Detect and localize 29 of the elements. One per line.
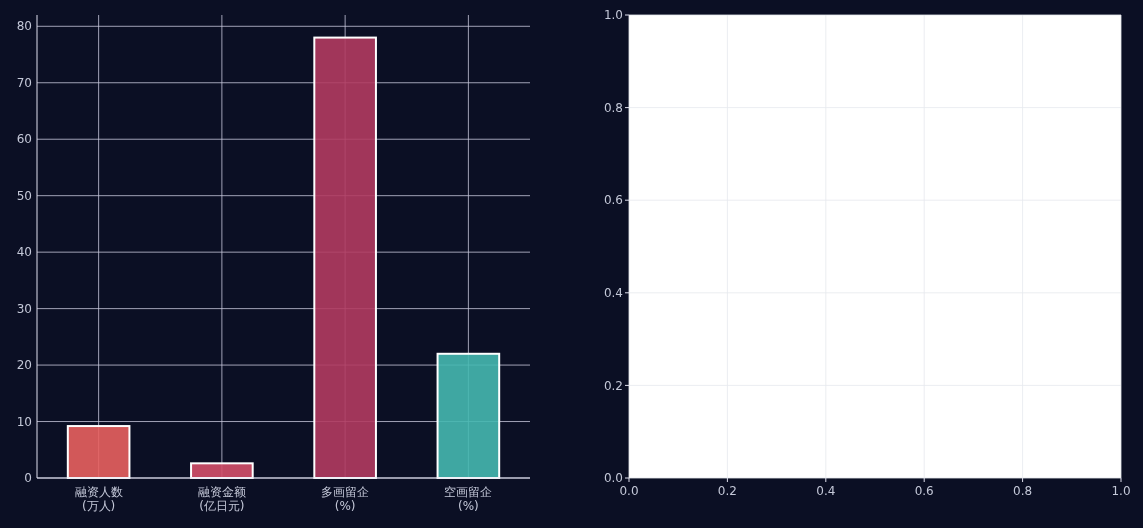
y-tick-label: 10	[16, 414, 32, 429]
x-tick-label: 多画留企 (%)	[321, 485, 370, 513]
x-tick-label: 0.0	[619, 484, 639, 498]
y-tick-label: 1.0	[603, 8, 623, 23]
y-tick-label: 20	[16, 358, 32, 373]
x-tick-label: 0.4	[816, 484, 836, 498]
x-tick-label: 0.8	[1013, 484, 1033, 498]
y-tick-label: 0.8	[603, 100, 623, 115]
y-tick-label: 0.6	[603, 193, 623, 208]
y-tick-label: 80	[16, 19, 32, 34]
y-tick-label: 50	[16, 188, 32, 203]
x-tick-label: 0.6	[914, 484, 934, 498]
x-tick-label: 空画留企 (%)	[444, 485, 493, 513]
x-tick-label: 融资金额 (亿日元)	[197, 485, 246, 513]
y-tick-label: 70	[16, 75, 32, 90]
x-tick-label: 1.0	[1111, 484, 1131, 498]
bar	[190, 462, 254, 479]
y-tick-label: 0	[24, 471, 32, 486]
y-tick-label: 0.4	[603, 286, 623, 300]
y-tick-label: 40	[16, 245, 32, 260]
y-tick-label: 60	[16, 132, 32, 147]
y-tick-label: 0.2	[603, 378, 623, 393]
x-tick-label: 0.2	[717, 484, 737, 498]
y-tick-label: 0.0	[603, 471, 623, 486]
bar	[313, 36, 377, 479]
bar	[436, 352, 501, 479]
bar	[66, 425, 131, 479]
y-tick-label: 30	[16, 301, 32, 316]
x-tick-label: 融资人数 (万人)	[74, 485, 123, 513]
